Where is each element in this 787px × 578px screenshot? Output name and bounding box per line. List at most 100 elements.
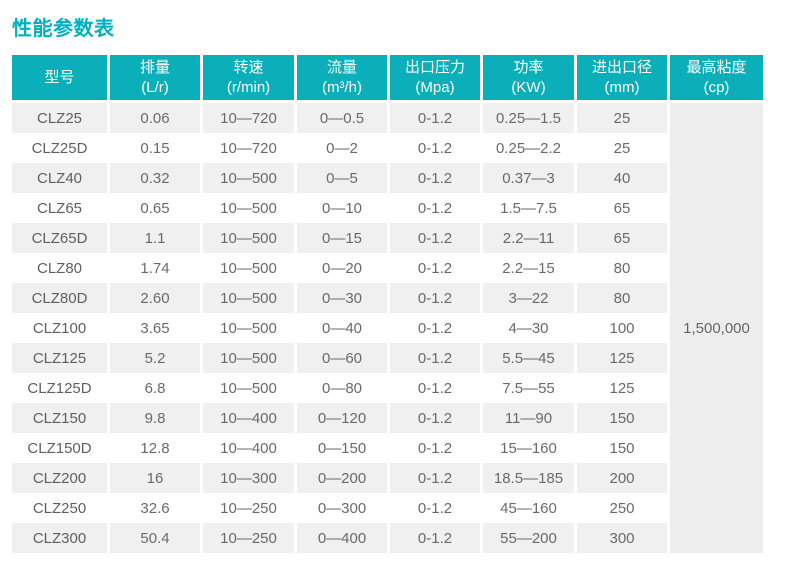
- value-cell: 150: [577, 403, 670, 433]
- value-cell: 10—720: [203, 133, 297, 163]
- value-cell: 150: [577, 433, 670, 463]
- value-cell: 200: [577, 463, 670, 493]
- value-cell: 10—400: [203, 433, 297, 463]
- value-cell: 10—300: [203, 463, 297, 493]
- model-cell: CLZ300: [12, 523, 110, 553]
- table-row: CLZ65 0.65 10—500 0—10 0-1.2 1.5—7.5 65: [12, 193, 763, 223]
- page-title: 性能参数表: [12, 18, 115, 40]
- value-cell: 300: [577, 523, 670, 553]
- model-cell: CLZ65D: [12, 223, 110, 253]
- model-cell: CLZ250: [12, 493, 110, 523]
- table-header: 型号 排量 (L/r) 转速 (r/min) 流量 (m³/h) 出口压力 (M…: [12, 55, 763, 103]
- value-cell: 0.65: [110, 193, 203, 223]
- model-cell: CLZ65: [12, 193, 110, 223]
- col-header-unit: (L/r): [141, 78, 169, 96]
- value-cell: 0—200: [297, 463, 390, 493]
- table-row: CLZ80 1.74 10—500 0—20 0-1.2 2.2—15 80: [12, 253, 763, 283]
- value-cell: 0-1.2: [390, 223, 483, 253]
- col-header-label: 流量: [326, 59, 357, 76]
- value-cell: 50.4: [110, 523, 203, 553]
- value-cell: 10—400: [203, 403, 297, 433]
- value-cell: 3.65: [110, 313, 203, 343]
- value-cell: 100: [577, 313, 670, 343]
- col-header-label: 进出口径: [591, 59, 652, 76]
- value-cell: 0-1.2: [390, 193, 483, 223]
- value-cell: 4—30: [483, 313, 577, 343]
- value-cell: 0—30: [297, 283, 390, 313]
- header-row: 型号 排量 (L/r) 转速 (r/min) 流量 (m³/h) 出口压力 (M…: [12, 55, 763, 103]
- model-cell: CLZ125D: [12, 373, 110, 403]
- value-cell: 2.2—15: [483, 253, 577, 283]
- value-cell: 0—0.5: [297, 103, 390, 133]
- table-row: CLZ300 50.4 10—250 0—400 0-1.2 55—200 300: [12, 523, 763, 553]
- value-cell: 2.2—11: [483, 223, 577, 253]
- col-header-unit: (r/min): [226, 78, 271, 96]
- table-body: CLZ25 0.06 10—720 0—0.5 0-1.2 0.25—1.5 25 1,500…: [12, 103, 763, 553]
- value-cell: 10—500: [203, 373, 297, 403]
- col-header-unit: (Mpa): [415, 78, 455, 96]
- value-cell: 12.8: [110, 433, 203, 463]
- value-cell: 1.5—7.5: [483, 193, 577, 223]
- col-header-label: 排量: [139, 59, 170, 76]
- value-cell: 10—720: [203, 103, 297, 133]
- value-cell: 0—10: [297, 193, 390, 223]
- value-cell: 10—500: [203, 253, 297, 283]
- value-cell: 1.74: [110, 253, 203, 283]
- col-header-unit: (KW): [511, 78, 546, 96]
- value-cell: 0.25—1.5: [483, 103, 577, 133]
- value-cell: 45—160: [483, 493, 577, 523]
- value-cell: 0—2: [297, 133, 390, 163]
- value-cell: 15—160: [483, 433, 577, 463]
- table-row: CLZ200 16 10—300 0—200 0-1.2 18.5—185 200: [12, 463, 763, 493]
- col-header-label: 最高粘度: [686, 59, 747, 76]
- col-header-model: 型号: [12, 55, 110, 103]
- value-cell: 0-1.2: [390, 253, 483, 283]
- value-cell: 65: [577, 223, 670, 253]
- model-cell: CLZ150D: [12, 433, 110, 463]
- col-header-speed: 转速 (r/min): [203, 55, 297, 103]
- value-cell: 10—500: [203, 193, 297, 223]
- col-header-flow: 流量 (m³/h): [297, 55, 390, 103]
- value-cell: 40: [577, 163, 670, 193]
- col-header-outlet-pressure: 出口压力 (Mpa): [390, 55, 483, 103]
- value-cell: 0—5: [297, 163, 390, 193]
- model-cell: CLZ200: [12, 463, 110, 493]
- col-header-max-viscosity: 最高粘度 (cp): [670, 55, 763, 103]
- value-cell: 5.5—45: [483, 343, 577, 373]
- table-row: CLZ150 9.8 10—400 0—120 0-1.2 11—90 150: [12, 403, 763, 433]
- value-cell: 6.8: [110, 373, 203, 403]
- value-cell: 9.8: [110, 403, 203, 433]
- value-cell: 0-1.2: [390, 523, 483, 553]
- value-cell: 18.5—185: [483, 463, 577, 493]
- value-cell: 0-1.2: [390, 463, 483, 493]
- value-cell: 11—90: [483, 403, 577, 433]
- value-cell: 80: [577, 283, 670, 313]
- value-cell: 80: [577, 253, 670, 283]
- model-cell: CLZ150: [12, 403, 110, 433]
- col-header-unit: (cp): [703, 78, 730, 96]
- value-cell: 3—22: [483, 283, 577, 313]
- value-cell: 5.2: [110, 343, 203, 373]
- value-cell: 0-1.2: [390, 163, 483, 193]
- col-header-label: 出口压力: [404, 59, 465, 76]
- col-header-unit: (mm): [604, 78, 640, 96]
- model-cell: CLZ40: [12, 163, 110, 193]
- value-cell: 10—500: [203, 313, 297, 343]
- model-cell: CLZ125: [12, 343, 110, 373]
- value-cell: 0-1.2: [390, 283, 483, 313]
- value-cell: 65: [577, 193, 670, 223]
- value-cell: 10—250: [203, 523, 297, 553]
- col-header-label: 功率: [513, 59, 544, 76]
- col-header-displacement: 排量 (L/r): [110, 55, 203, 103]
- table-row: CLZ100 3.65 10—500 0—40 0-1.2 4—30 100: [12, 313, 763, 343]
- value-cell: 0-1.2: [390, 343, 483, 373]
- value-cell: 0-1.2: [390, 373, 483, 403]
- value-cell: 0.15: [110, 133, 203, 163]
- value-cell: 7.5—55: [483, 373, 577, 403]
- model-cell: CLZ80D: [12, 283, 110, 313]
- value-cell: 0-1.2: [390, 103, 483, 133]
- col-header-port-diameter: 进出口径 (mm): [577, 55, 670, 103]
- value-cell: 125: [577, 343, 670, 373]
- value-cell: 10—500: [203, 223, 297, 253]
- table-row: CLZ25D 0.15 10—720 0—2 0-1.2 0.25—2.2 25: [12, 133, 763, 163]
